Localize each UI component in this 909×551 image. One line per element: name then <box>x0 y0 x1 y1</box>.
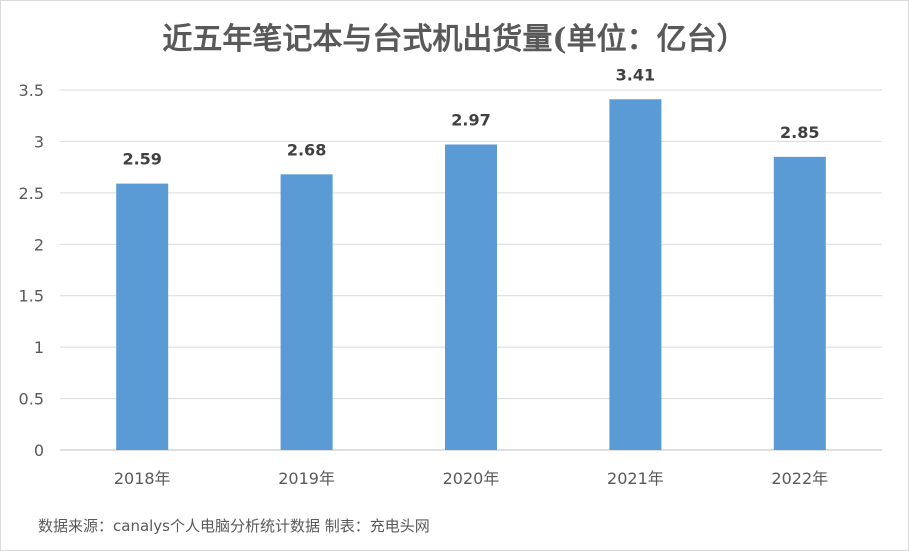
bar <box>280 174 333 451</box>
bar <box>773 156 826 450</box>
source-note: 数据来源：canalys个人电脑分析统计数据 制表：充电头网 <box>38 517 430 535</box>
bar <box>445 144 497 450</box>
labels: 0 0.5 1 1.5 2 2.5 3 3.5 2.59 2018年 2.68 2019年 2.97 20… <box>19 65 829 488</box>
data-label: 2.68 <box>287 140 326 159</box>
y-tick-label: 2.5 <box>19 184 44 203</box>
y-tick-label: 2 <box>34 235 44 254</box>
x-tick-label: 2019年 <box>278 469 335 488</box>
y-tick-label: 3.5 <box>19 81 44 100</box>
data-label: 2.85 <box>780 123 819 142</box>
bar <box>116 183 169 450</box>
data-label: 3.41 <box>616 65 655 84</box>
y-tick-label: 3 <box>34 132 44 151</box>
chart-title: 近五年笔记本与台式机出货量(单位：亿台） <box>162 22 747 57</box>
y-tick-label: 1.5 <box>19 287 44 306</box>
x-tick-label: 2022年 <box>771 469 828 488</box>
x-tick-label: 2021年 <box>607 469 664 488</box>
bar <box>609 99 662 450</box>
bars <box>116 99 826 451</box>
x-tick-label: 2018年 <box>114 469 171 488</box>
data-label: 2.97 <box>451 111 490 130</box>
y-tick-label: 0.5 <box>19 390 44 409</box>
x-tick-label: 2020年 <box>443 469 500 488</box>
y-tick-label: 0 <box>34 441 44 460</box>
data-label: 2.59 <box>122 150 161 169</box>
y-tick-label: 1 <box>34 338 44 357</box>
